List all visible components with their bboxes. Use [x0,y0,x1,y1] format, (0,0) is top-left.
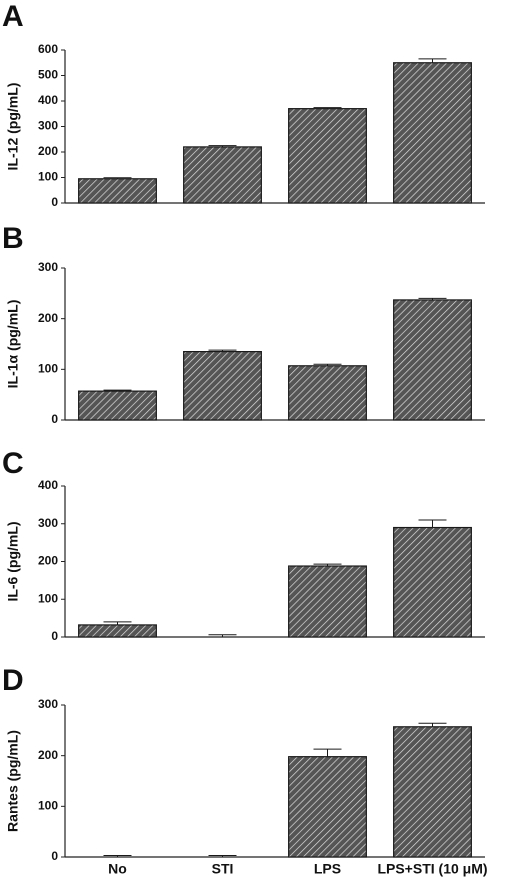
bar [393,62,472,204]
bar [288,365,367,421]
bar [393,726,472,858]
error-bar [418,58,447,63]
y-tick-label: 300 [38,697,58,711]
y-tick-label: 200 [38,554,58,568]
panel-letter: A [2,0,24,33]
error-bar [103,389,132,392]
x-tick-label: LPS [314,861,341,877]
x-tick-label: No [108,861,127,877]
error-bar [208,145,237,147]
y-tick-label: 100 [38,362,58,376]
bar [78,624,157,638]
y-axis-label: IL-12 (pg/mL) [5,83,21,171]
panel-letter: D [2,664,24,697]
y-tick-label: 200 [38,144,58,158]
error-bar [313,563,342,567]
y-tick-label: 300 [38,260,58,274]
error-bar [103,854,132,857]
bar [393,526,472,638]
error-bar [103,177,132,179]
bar [78,178,157,204]
y-tick-label: 300 [38,119,58,133]
y-axis-label: IL-1α (pg/mL) [5,300,21,389]
y-tick-label: 100 [38,170,58,184]
bar [183,351,262,421]
x-tick-label: LPS+STI (10 μM) [377,861,487,877]
y-tick-label: 400 [38,93,58,107]
panel-letter: B [2,222,24,255]
x-tick-label: STI [212,861,234,877]
error-bar [208,854,237,857]
error-bar [313,363,342,366]
bar [78,390,157,421]
error-bar [208,634,237,637]
y-tick-label: 0 [51,849,58,863]
bar [183,146,262,204]
y-tick-label: 600 [38,42,58,56]
error-bar [418,722,447,727]
bar [288,108,367,204]
y-tick-label: 0 [51,412,58,426]
error-bar [313,107,342,109]
panel-letter: C [2,447,24,480]
y-tick-label: 100 [38,591,58,605]
y-axis-label: Rantes (pg/mL) [5,730,21,832]
error-bar [103,621,132,625]
y-tick-label: 400 [38,478,58,492]
error-bar [208,349,237,352]
y-axis-label: IL-6 (pg/mL) [5,521,21,601]
error-bar [418,297,447,300]
y-tick-label: 0 [51,195,58,209]
error-bar [313,748,342,757]
bar [288,756,367,858]
y-tick-label: 300 [38,516,58,530]
y-tick-label: 200 [38,748,58,762]
bar [288,565,367,638]
y-tick-label: 100 [38,799,58,813]
error-bar [418,519,447,528]
y-tick-label: 200 [38,311,58,325]
y-tick-label: 500 [38,68,58,82]
y-tick-label: 0 [51,629,58,643]
bar [393,299,472,421]
